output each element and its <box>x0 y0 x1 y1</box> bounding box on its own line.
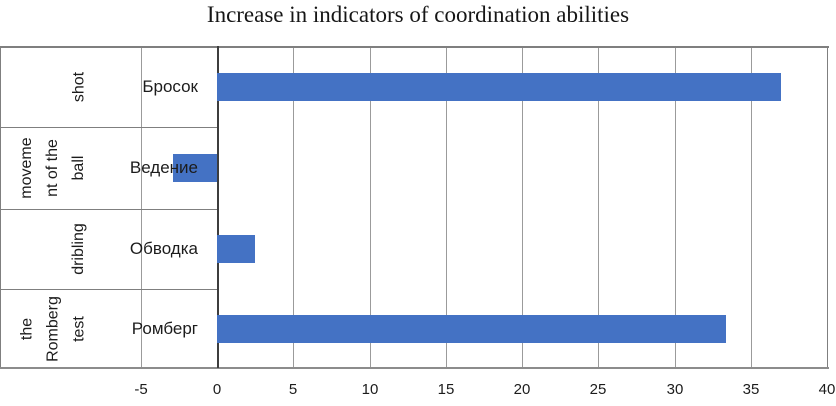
gridline <box>522 46 523 368</box>
x-tick-label: 30 <box>666 381 684 398</box>
gridline <box>598 46 599 368</box>
x-tick-label: 40 <box>818 381 836 398</box>
gridline <box>293 46 294 368</box>
x-tick-label: 0 <box>212 381 222 398</box>
gridline <box>446 46 447 368</box>
x-tick-label: 10 <box>361 381 379 398</box>
category-label: Бросок <box>142 77 198 96</box>
x-tick-label: -5 <box>134 381 148 398</box>
category-label: Ромберг <box>131 319 198 338</box>
category-separator-line <box>0 127 217 128</box>
x-tick-label: 20 <box>513 381 531 398</box>
bar <box>217 73 781 101</box>
gridline <box>675 46 676 368</box>
gridline <box>370 46 371 368</box>
category-separator-line <box>0 209 217 210</box>
bar <box>217 315 726 343</box>
x-tick-label: 5 <box>288 381 298 398</box>
bar <box>173 154 217 182</box>
zero-axis-line <box>217 46 219 368</box>
category-separator-line <box>0 289 217 290</box>
chart-title: Increase in indicators of coordination a… <box>206 2 630 27</box>
gridline <box>141 46 142 368</box>
plot-frame-top <box>0 46 829 48</box>
plot-frame-right <box>827 46 828 368</box>
category-label: Ведение <box>129 158 198 177</box>
value-axis-line <box>0 367 829 369</box>
x-tick-label: 15 <box>437 381 455 398</box>
bar <box>217 235 255 263</box>
x-tick-label: 25 <box>589 381 607 398</box>
category-label: Обводка <box>129 239 198 258</box>
gridline <box>751 46 752 368</box>
x-tick-label: 35 <box>742 381 760 398</box>
plot-frame-left <box>0 46 1 368</box>
